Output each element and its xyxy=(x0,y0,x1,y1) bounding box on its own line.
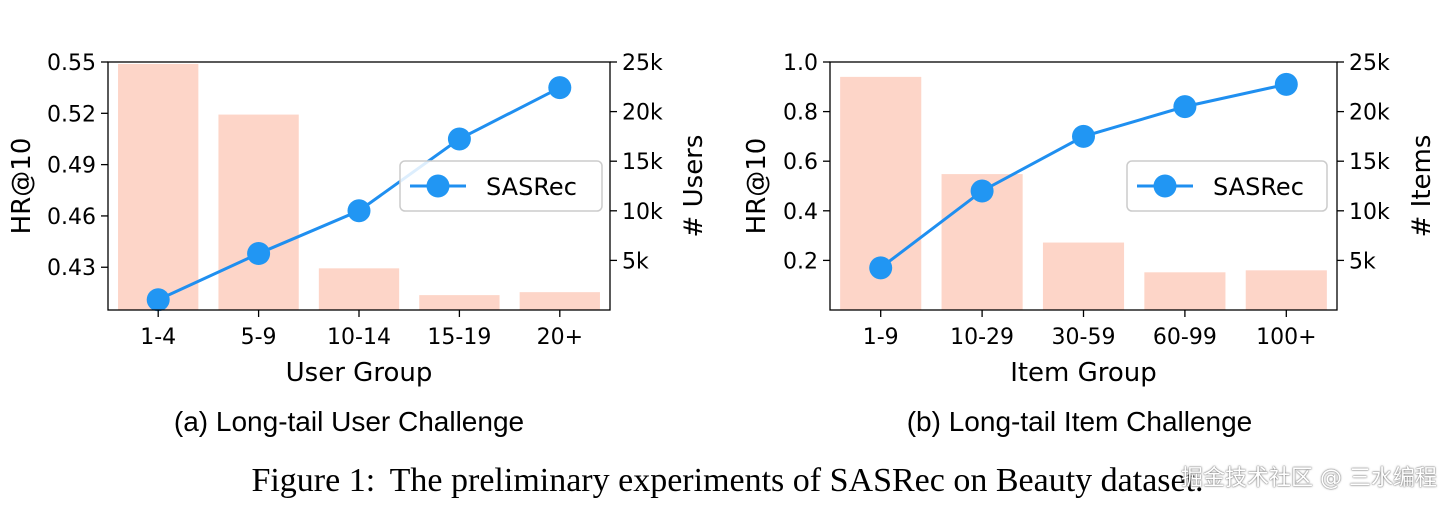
y2-tick-label: 10k xyxy=(1349,200,1390,225)
figure-canvas: 0.43 0.46 0.49 0.52 0.55 5k 10k 15k 20k 25k 1-4 5-9… xyxy=(7,51,1437,437)
watermark: 掘金技术社区 @ 三水编程 xyxy=(1181,466,1437,491)
y2-tick-label: 15k xyxy=(622,150,663,175)
bar-20+ xyxy=(519,292,600,310)
y2-tick-label: 5k xyxy=(1349,249,1376,274)
bar-30-59 xyxy=(1042,242,1125,310)
figure-caption: Figure 1: The preliminary experiments of… xyxy=(0,462,1449,500)
data-point-100+ xyxy=(1274,72,1298,96)
legend-label: SASRec xyxy=(1213,173,1304,201)
x-tick-label: 100+ xyxy=(1256,325,1316,350)
y-tick-label: 0.6 xyxy=(783,150,818,175)
bar-5-9 xyxy=(218,114,299,311)
y-tick-label: 0.49 xyxy=(47,154,96,179)
y-tick-label: 0.43 xyxy=(47,256,96,281)
data-point-1-9 xyxy=(869,256,893,280)
data-point-10-14 xyxy=(347,199,371,223)
x-tick-label: 1-9 xyxy=(863,325,899,350)
y2-tick-label: 10k xyxy=(622,200,663,225)
bar-100+ xyxy=(1245,270,1327,310)
bar-10-14 xyxy=(318,268,400,310)
legend-marker xyxy=(426,174,450,198)
y-tick-label: 0.2 xyxy=(783,249,818,274)
legend-marker xyxy=(1153,174,1177,198)
subcaption: (a) Long-tail User Challenge xyxy=(174,406,524,437)
bar-1-4 xyxy=(118,63,199,310)
y2-tick-label: 20k xyxy=(622,101,663,126)
legend-box xyxy=(399,160,603,212)
legend-label: SASRec xyxy=(486,173,577,201)
y-axis-label: HR@10 xyxy=(742,138,772,235)
figure-caption-label: Figure 1: xyxy=(251,462,376,499)
y2-tick-label: 25k xyxy=(622,51,663,76)
data-point-30-59 xyxy=(1072,124,1095,148)
x-axis-label: User Group xyxy=(286,358,433,388)
data-point-60-99 xyxy=(1173,95,1197,119)
chart-item-challenge: 0.2 0.4 0.6 0.8 1.0 5k 10k 15k 20k 25k 1-9 10-29 30-… xyxy=(742,51,1437,437)
data-point-15-19 xyxy=(447,127,471,151)
y-tick-label: 0.8 xyxy=(783,101,818,126)
bar-60-99 xyxy=(1144,272,1226,310)
x-tick-label: 60-99 xyxy=(1153,325,1217,350)
y-tick-label: 0.55 xyxy=(47,51,96,76)
bar-15-19 xyxy=(419,295,500,310)
y-tick-label: 0.4 xyxy=(783,200,818,225)
x-tick-label: 10-14 xyxy=(327,325,391,350)
y2-tick-label: 20k xyxy=(1349,101,1390,126)
x-tick-label: 10-29 xyxy=(950,325,1014,350)
y2-tick-label: 15k xyxy=(1349,150,1390,175)
x-tick-label: 1-4 xyxy=(140,325,176,350)
subcaption: (b) Long-tail Item Challenge xyxy=(907,406,1253,437)
data-point-1-4 xyxy=(146,288,170,312)
data-point-20+ xyxy=(548,76,572,100)
figure-caption-text: The preliminary experiments of SASRec on… xyxy=(389,462,1204,499)
chart-user-challenge: 0.43 0.46 0.49 0.52 0.55 5k 10k 15k 20k 25k 1-4 5-9… xyxy=(7,51,709,437)
y-tick-label: 0.46 xyxy=(47,205,96,230)
x-tick-label: 5-9 xyxy=(241,325,277,350)
y2-tick-label: 5k xyxy=(622,249,649,274)
legend-box xyxy=(1126,160,1328,212)
x-tick-label: 30-59 xyxy=(1052,325,1116,350)
y2-axis-label: # Items xyxy=(1407,135,1437,238)
y2-axis-label: # Users xyxy=(679,135,709,238)
x-tick-label: 20+ xyxy=(537,325,583,350)
y-tick-label: 0.52 xyxy=(47,102,96,127)
x-tick-label: 15-19 xyxy=(427,325,491,350)
data-point-10-29 xyxy=(970,179,994,203)
y-axis-label: HR@10 xyxy=(7,138,37,235)
y-tick-label: 1.0 xyxy=(783,51,818,76)
y2-tick-label: 25k xyxy=(1349,51,1390,76)
data-point-5-9 xyxy=(247,242,271,266)
x-axis-label: Item Group xyxy=(1010,358,1157,388)
